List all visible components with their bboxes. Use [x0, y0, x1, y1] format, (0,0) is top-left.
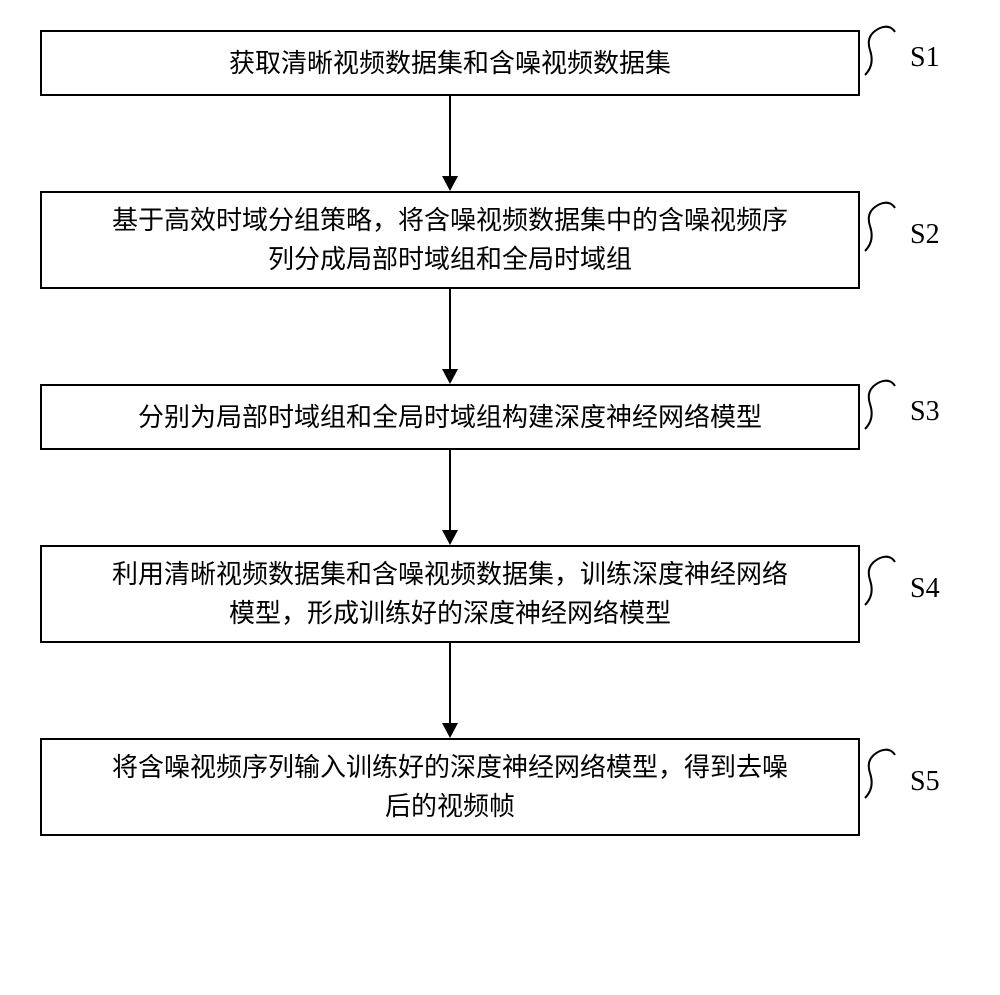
- squiggle-s2: [860, 196, 900, 256]
- squiggle-s1: [860, 20, 900, 80]
- step-text-s1: 获取清晰视频数据集和含噪视频数据集: [229, 44, 671, 83]
- step-row-s4: 利用清晰视频数据集和含噪视频数据集，训练深度神经网络 模型，形成训练好的深度神经…: [40, 545, 960, 643]
- step-row-s3: 分别为局部时域组和全局时域组构建深度神经网络模型 S3: [40, 384, 960, 450]
- step-text-s2-line1: 基于高效时域分组策略，将含噪视频数据集中的含噪视频序: [112, 201, 788, 240]
- step-box-s4: 利用清晰视频数据集和含噪视频数据集，训练深度神经网络 模型，形成训练好的深度神经…: [40, 545, 860, 643]
- flowchart-container: 获取清晰视频数据集和含噪视频数据集 S1 基于高效时域分组策略，将含噪视频数据集…: [40, 30, 960, 836]
- arrow-s2-s3: [40, 289, 860, 384]
- step-box-s5: 将含噪视频序列输入训练好的深度神经网络模型，得到去噪 后的视频帧: [40, 738, 860, 836]
- step-row-s5: 将含噪视频序列输入训练好的深度神经网络模型，得到去噪 后的视频帧 S5: [40, 738, 960, 836]
- step-row-s2: 基于高效时域分组策略，将含噪视频数据集中的含噪视频序 列分成局部时域组和全局时域…: [40, 191, 960, 289]
- step-text-s3: 分别为局部时域组和全局时域组构建深度神经网络模型: [138, 398, 762, 437]
- step-text-s4-line1: 利用清晰视频数据集和含噪视频数据集，训练深度神经网络: [112, 555, 788, 594]
- step-label-s2: S2: [910, 219, 940, 251]
- arrow-s3-s4: [40, 450, 860, 545]
- step-label-s4: S4: [910, 573, 940, 605]
- squiggle-s3: [860, 374, 900, 434]
- arrow-s4-s5: [40, 643, 860, 738]
- step-label-s1: S1: [910, 42, 940, 74]
- step-text-s2-line2: 列分成局部时域组和全局时域组: [268, 240, 632, 279]
- arrow-s1-s2: [40, 96, 860, 191]
- step-label-s3: S3: [910, 396, 940, 428]
- step-row-s1: 获取清晰视频数据集和含噪视频数据集 S1: [40, 30, 960, 96]
- step-label-s5: S5: [910, 766, 940, 798]
- squiggle-s4: [860, 550, 900, 610]
- step-box-s3: 分别为局部时域组和全局时域组构建深度神经网络模型: [40, 384, 860, 450]
- step-box-s1: 获取清晰视频数据集和含噪视频数据集: [40, 30, 860, 96]
- step-text-s5-line2: 后的视频帧: [385, 787, 515, 826]
- step-text-s4-line2: 模型，形成训练好的深度神经网络模型: [229, 594, 671, 633]
- step-box-s2: 基于高效时域分组策略，将含噪视频数据集中的含噪视频序 列分成局部时域组和全局时域…: [40, 191, 860, 289]
- step-text-s5-line1: 将含噪视频序列输入训练好的深度神经网络模型，得到去噪: [112, 748, 788, 787]
- squiggle-s5: [860, 743, 900, 803]
